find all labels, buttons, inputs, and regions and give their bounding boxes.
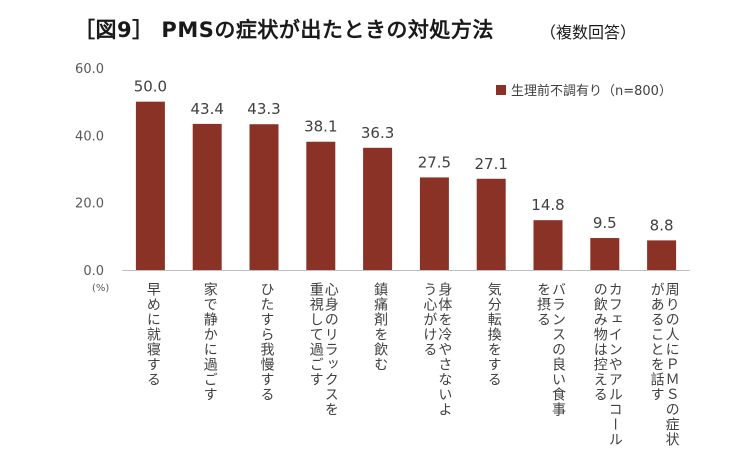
- bar: [476, 178, 506, 270]
- x-tick-label: カフェインやアルコール の飲み物は控える: [591, 282, 623, 447]
- bar-value-label: 50.0: [134, 78, 167, 96]
- bar: [192, 123, 222, 271]
- y-tick-label: 40.0: [75, 129, 104, 144]
- x-tick-label: ひたすら我慢する: [258, 282, 275, 402]
- data-labels: 50.0 43.4 43.3 38.1 36.3 27.5 27.1 14.8 9.5 8.8: [134, 78, 674, 235]
- y-axis: 0.0 20.0 40.0 60.0: [75, 62, 104, 279]
- chart-title-main: ［図9］ PMSの症状が出たときの対処方法: [74, 18, 494, 42]
- bars: [135, 101, 677, 271]
- chart-subtitle: （複数回答）: [540, 23, 637, 42]
- x-tick-label: 早めに就寝する: [144, 282, 161, 387]
- bar-value-label: 43.4: [190, 100, 223, 118]
- y-tick-label: 60.0: [75, 62, 104, 77]
- x-tick-label: 心身のリラックスを 重視して過ごす: [307, 282, 339, 417]
- bar-value-label: 9.5: [593, 214, 617, 232]
- legend: 生理前不調有り（n=800）: [496, 80, 672, 99]
- y-axis-unit-label: (%): [92, 283, 110, 294]
- legend-label: 生理前不調有り（n=800）: [511, 84, 672, 99]
- bar: [590, 238, 620, 270]
- bar-value-label: 8.8: [650, 216, 674, 234]
- bar: [249, 124, 279, 271]
- x-tick-label: バランスの良い食事 を摂る: [535, 282, 566, 417]
- bar-value-label: 36.3: [361, 124, 394, 142]
- bar-value-label: 27.1: [474, 155, 507, 173]
- bar: [135, 101, 165, 271]
- y-tick-label: 20.0: [75, 197, 104, 212]
- legend-swatch: [496, 84, 506, 95]
- bar-value-label: 43.3: [247, 100, 280, 118]
- x-tick-label: 鎮痛剤を飲む: [372, 282, 389, 372]
- y-tick-label: 0.0: [83, 264, 104, 279]
- bar: [419, 177, 449, 270]
- bar: [306, 141, 336, 270]
- x-tick-label: 身体を冷やさないよ う心がける: [421, 282, 453, 417]
- bar-value-label: 14.8: [531, 196, 564, 214]
- bar: [363, 147, 393, 270]
- bar-value-label: 27.5: [418, 153, 451, 171]
- x-tick-label: 家で静かに過ごす: [201, 282, 218, 402]
- x-tick-label: 周りの人にＰＭＳの症状 があることを話す: [648, 282, 680, 447]
- x-tick-label: 気分転換をする: [485, 282, 502, 387]
- bar: [647, 240, 677, 270]
- bar: [533, 220, 563, 270]
- bar-value-label: 38.1: [304, 118, 337, 136]
